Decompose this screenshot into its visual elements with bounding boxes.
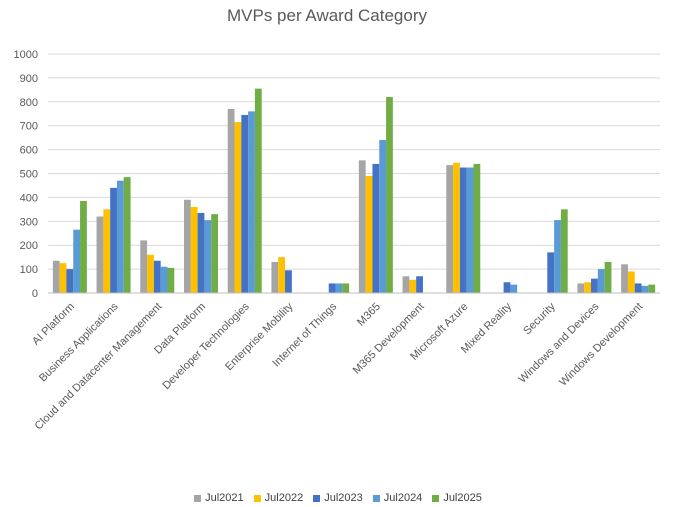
legend-swatch [253, 494, 261, 502]
y-tick-label: 1000 [14, 49, 38, 61]
bar [342, 283, 350, 293]
x-tick-label: Security [521, 300, 558, 337]
y-tick-label: 100 [20, 264, 38, 276]
legend-label: Jul2025 [443, 492, 482, 504]
bar [73, 229, 81, 293]
legend-label: Jul2022 [264, 492, 304, 504]
bar [254, 88, 262, 293]
bar [634, 283, 642, 293]
bar [234, 122, 242, 294]
x-tick-label: M365 [355, 301, 383, 329]
bar [227, 108, 235, 293]
bar [140, 240, 148, 293]
bar [59, 263, 67, 293]
bar [80, 200, 87, 293]
bar [147, 254, 154, 293]
bar [52, 260, 60, 293]
legend-item: Jul2023 [313, 492, 363, 504]
x-tick-label: Business Applications [37, 300, 121, 384]
bar [285, 270, 292, 293]
legend: Jul2021 Jul2022 Jul2023 Jul2024 Jul2025 [0, 490, 676, 506]
legend-item: Jul2021 [194, 492, 244, 504]
bar [167, 267, 175, 293]
bar [466, 167, 474, 293]
bar [160, 266, 168, 293]
x-tick-label: Developer Technologies [160, 300, 252, 392]
bar [248, 111, 255, 293]
bar [453, 162, 460, 293]
bar [547, 252, 555, 293]
y-tick-label: 0 [32, 288, 38, 300]
bar [123, 177, 131, 293]
y-tick-label: 400 [20, 192, 38, 204]
bar [591, 278, 598, 293]
legend-item: Jul2024 [372, 492, 423, 504]
y-tick-label: 900 [20, 73, 38, 85]
legend-swatch [194, 494, 202, 502]
bar [386, 97, 393, 294]
bar [153, 260, 161, 293]
y-tick-label: 500 [20, 169, 38, 181]
bar [358, 160, 366, 293]
bar [335, 283, 343, 293]
bar [103, 209, 111, 293]
legend-label: Jul2021 [205, 492, 244, 504]
bar [379, 140, 387, 293]
y-tick-label: 300 [20, 216, 38, 228]
bar [459, 167, 467, 293]
x-tick-label: Windows and Devices [517, 300, 602, 385]
bar [648, 284, 656, 293]
bar [409, 279, 417, 293]
bar [204, 220, 212, 293]
bar [416, 276, 423, 293]
bar [510, 284, 518, 293]
legend-label: Jul2023 [324, 492, 363, 504]
legend-swatch [372, 494, 380, 502]
x-tick-label: AI Platform [30, 301, 77, 348]
bar [116, 180, 124, 293]
x-tick-label: Windows Development [557, 301, 645, 389]
bar [328, 283, 336, 293]
bar [446, 165, 454, 293]
bar [110, 187, 117, 293]
y-tick-label: 700 [20, 121, 38, 133]
chart-title: MVPs per Award Category [227, 6, 427, 25]
bar [402, 276, 410, 293]
legend-item: Jul2025 [432, 492, 482, 504]
bar [577, 283, 585, 293]
bar [584, 282, 592, 293]
bar [190, 206, 198, 293]
legend-swatch [313, 494, 321, 502]
bar [627, 271, 635, 293]
bar [271, 261, 279, 293]
legend-swatch [432, 494, 440, 502]
bar [554, 220, 561, 293]
legend-label: Jul2024 [383, 492, 423, 504]
bar [66, 269, 74, 293]
bar [621, 264, 628, 293]
bar [641, 285, 649, 293]
y-tick-label: 600 [20, 145, 38, 157]
bar [241, 114, 249, 293]
bar [560, 209, 568, 293]
bar [597, 269, 605, 293]
bar [184, 199, 191, 293]
y-tick-label: 200 [20, 240, 38, 252]
bar [473, 163, 481, 293]
bar [604, 261, 612, 293]
bar [503, 282, 511, 293]
bar [372, 163, 380, 293]
bar [278, 257, 286, 293]
bar [365, 175, 373, 293]
bar [197, 212, 205, 293]
legend-item: Jul2022 [253, 492, 304, 504]
bar [211, 214, 218, 293]
bar [96, 216, 104, 293]
y-tick-label: 800 [20, 97, 38, 109]
